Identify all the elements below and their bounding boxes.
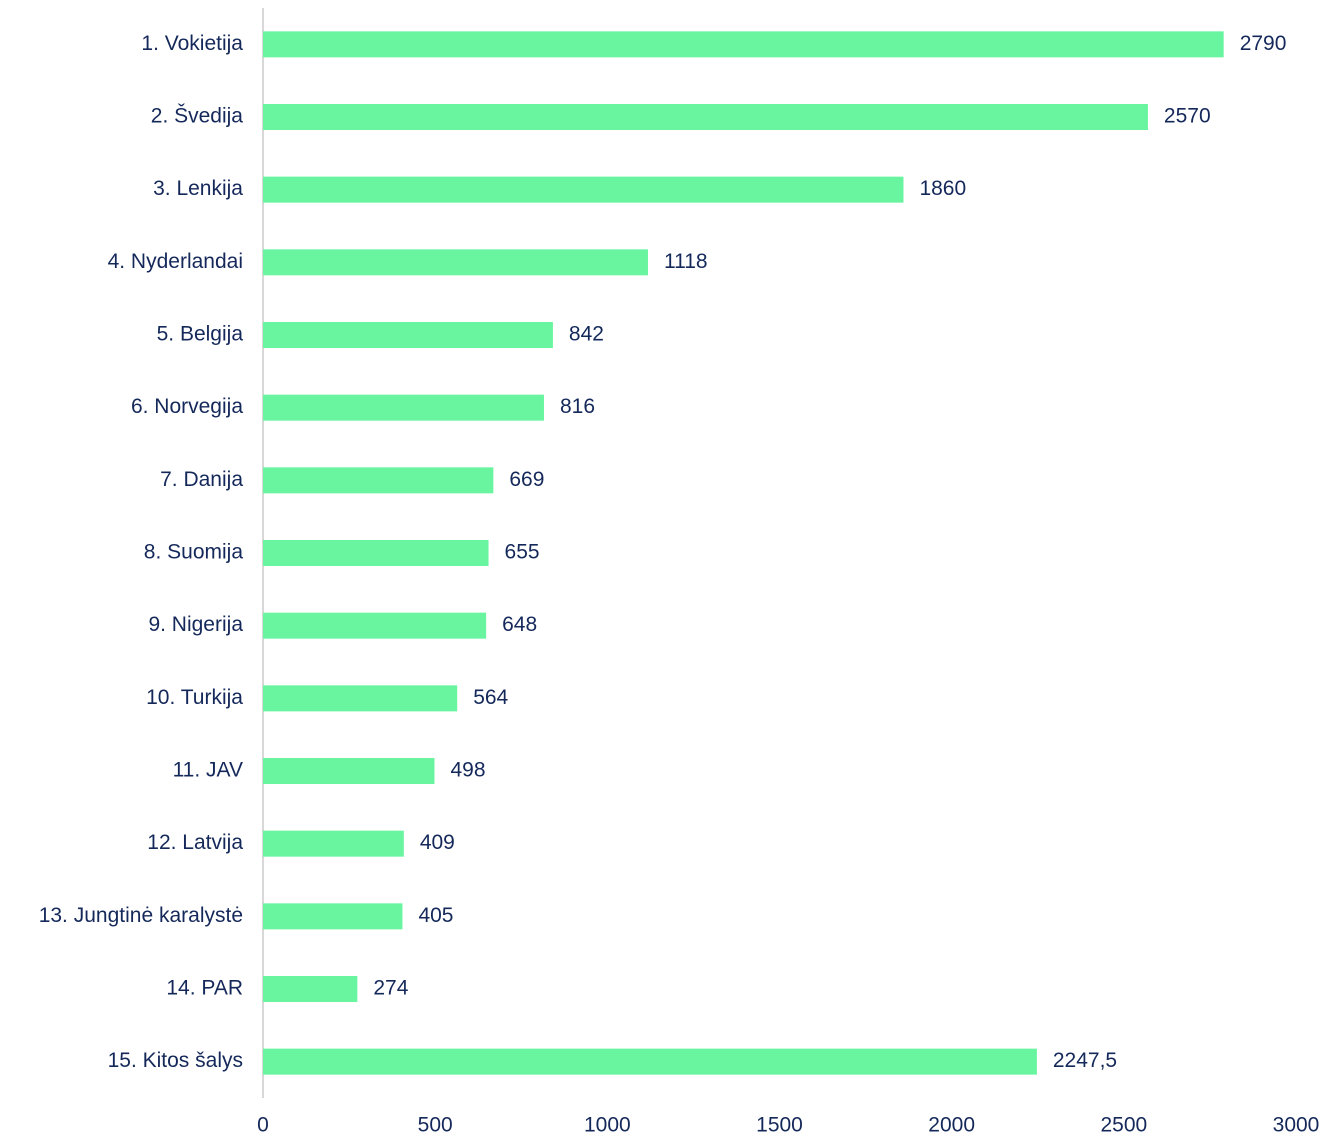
value-label: 648: [502, 613, 537, 636]
value-label: 274: [373, 977, 408, 1000]
value-label: 2790: [1240, 32, 1287, 55]
value-label: 816: [560, 395, 595, 418]
x-tick-label: 1500: [756, 1114, 803, 1137]
x-tick-label: 1000: [584, 1114, 631, 1137]
bar: [263, 830, 404, 857]
y-tick-label: 13. Jungtinė karalystė: [39, 904, 243, 927]
bar: [263, 31, 1224, 58]
value-label: 498: [450, 759, 485, 782]
bar: [263, 685, 458, 712]
bar: [263, 322, 553, 348]
bar: [263, 249, 648, 276]
bar: [263, 1048, 1037, 1075]
y-tick-label: 5. Belgija: [157, 323, 244, 346]
x-tick-label: 3000: [1273, 1114, 1320, 1137]
x-tick-label: 2500: [1100, 1114, 1147, 1137]
bar: [263, 976, 358, 1002]
y-tick-label: 11. JAV: [173, 759, 243, 782]
y-tick-label: 8. Suomija: [144, 541, 244, 564]
bar: [263, 612, 487, 639]
x-tick-label: 0: [257, 1114, 269, 1137]
y-tick-label: 14. PAR: [166, 977, 243, 1000]
y-tick-label: 3. Lenkija: [153, 177, 243, 200]
value-label: 405: [418, 904, 453, 927]
y-tick-label: 12. Latvija: [147, 831, 243, 854]
bar: [263, 758, 435, 784]
y-tick-label: 1. Vokietija: [141, 32, 243, 55]
y-tick-label: 7. Danija: [160, 468, 243, 491]
y-tick-label: 10. Turkija: [146, 686, 243, 709]
value-label: 669: [509, 468, 544, 491]
value-label: 409: [420, 831, 455, 854]
bar: [263, 394, 544, 421]
value-label: 1118: [664, 250, 708, 273]
y-tick-label: 15. Kitos šalys: [108, 1049, 243, 1072]
value-label: 2570: [1164, 105, 1211, 128]
x-tick-label: 500: [418, 1114, 453, 1137]
y-tick-label: 6. Norvegija: [131, 395, 243, 418]
bar: [263, 176, 904, 203]
value-label: 2247,5: [1053, 1049, 1117, 1072]
value-label: 842: [569, 323, 604, 346]
y-tick-label: 4. Nyderlandai: [108, 250, 243, 273]
value-label: 1860: [919, 177, 966, 200]
x-tick-label: 2000: [928, 1114, 975, 1137]
value-label: 655: [505, 541, 540, 564]
bar: [263, 903, 403, 930]
y-tick-label: 9. Nigerija: [148, 613, 243, 636]
bar: [263, 104, 1148, 130]
bar: [263, 467, 494, 494]
value-label: 564: [473, 686, 508, 709]
y-tick-label: 2. Švedija: [151, 105, 244, 128]
bar: [263, 540, 489, 566]
